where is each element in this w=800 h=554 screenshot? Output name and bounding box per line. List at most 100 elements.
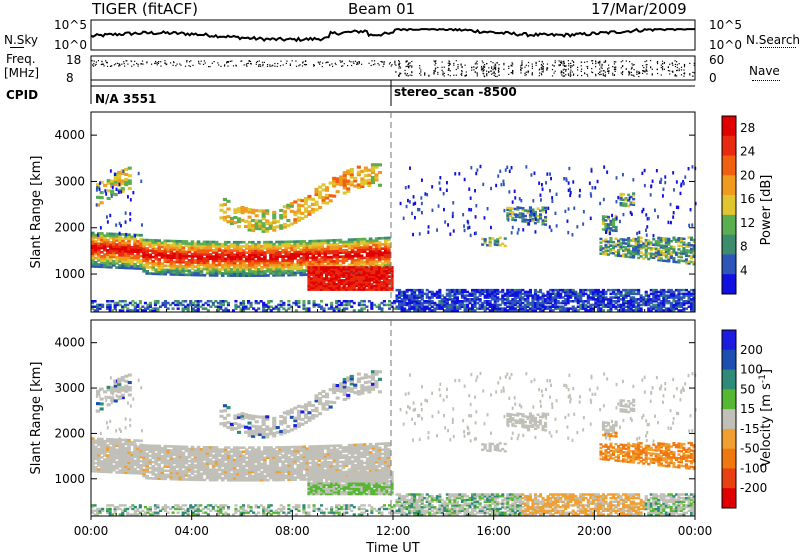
power-cell (521, 212, 525, 216)
power-cell (410, 305, 414, 308)
power-cell (591, 309, 595, 312)
power-cell (549, 296, 553, 299)
power-cell (254, 219, 259, 223)
power-cell (374, 253, 379, 257)
power-cell (612, 305, 616, 308)
freq-dot (570, 65, 572, 67)
power-cell (344, 269, 349, 273)
power-cell (403, 303, 407, 307)
power-cell (307, 282, 311, 286)
freq-dot (289, 63, 291, 65)
power-cell (518, 298, 522, 301)
freq-dot (676, 61, 678, 63)
power-cell (142, 240, 146, 244)
power-cell (323, 256, 328, 259)
power-cell (145, 263, 149, 267)
power-cell (157, 264, 161, 267)
power-cell (546, 292, 550, 296)
power-cell (340, 275, 344, 278)
freq-dot (567, 60, 569, 62)
power-cell (440, 298, 444, 301)
power-cell (403, 290, 407, 294)
power-cell (325, 196, 330, 200)
power-cell (272, 267, 276, 271)
power-cell (196, 303, 200, 307)
freq-dot (274, 62, 276, 65)
power-cell (151, 249, 155, 253)
power-cell (632, 296, 636, 299)
power-cell (325, 193, 330, 197)
power-cell (113, 193, 118, 197)
power-cell (175, 244, 180, 247)
power-cell (491, 292, 495, 296)
power-cell (151, 241, 155, 244)
freq-dot (302, 62, 304, 64)
power-cell (196, 244, 201, 248)
power-cell (564, 288, 568, 292)
freq-dot (554, 62, 556, 64)
power-cell (220, 251, 225, 254)
freq-dot (420, 71, 422, 73)
power-cell (491, 290, 495, 294)
power-cell (571, 233, 574, 237)
freq-dot (646, 66, 648, 68)
power-cell (142, 257, 146, 261)
power-cell (340, 303, 344, 307)
power-cell (606, 301, 610, 305)
power-cell (337, 309, 341, 312)
power-cell (413, 294, 417, 297)
power-cell (355, 288, 359, 291)
power-cell (169, 260, 174, 264)
power-cell (684, 249, 688, 252)
freq-dot (448, 69, 450, 71)
power-cell (513, 207, 517, 211)
power-cell (307, 212, 312, 216)
power-cell (264, 303, 268, 307)
power-cell (181, 269, 186, 272)
power-cell (362, 275, 366, 278)
power-cell (178, 240, 183, 243)
power-cell (657, 258, 661, 262)
power-cell (637, 247, 641, 250)
power-cell (627, 303, 631, 307)
freq-dot (503, 68, 505, 70)
power-cell (365, 305, 369, 308)
power-cell (94, 256, 98, 260)
power-cell (662, 252, 666, 255)
power-cell (211, 274, 216, 277)
power-cell (544, 208, 548, 211)
power-cell (296, 203, 301, 207)
power-cell (398, 294, 402, 297)
power-cell (302, 242, 306, 245)
freq-dot (603, 75, 605, 77)
power-cell (690, 300, 694, 303)
power-cell (239, 270, 243, 273)
freq-dot (542, 71, 544, 73)
power-cell (445, 188, 448, 192)
power-cell (175, 242, 180, 245)
power-cell (103, 257, 107, 260)
power-cell (549, 307, 553, 310)
power-cell (350, 266, 354, 269)
power-cell (120, 179, 125, 183)
freq-dot (553, 72, 555, 74)
freq-dot (608, 72, 610, 74)
power-cell (318, 185, 323, 189)
power-cell (118, 241, 122, 244)
freq-dot (656, 61, 658, 63)
power-cell (347, 253, 352, 256)
power-cell (400, 294, 404, 297)
power-cell (99, 181, 101, 185)
freq-dot (258, 64, 260, 66)
power-cell (667, 237, 671, 241)
freq-dot (551, 64, 554, 66)
power-cell (632, 250, 636, 254)
power-cell (692, 238, 696, 242)
power-cell (360, 180, 365, 184)
power-cell (374, 243, 379, 247)
power-cell (172, 241, 177, 245)
power-cell (356, 240, 361, 243)
power-cell (377, 288, 381, 291)
power-cell (296, 254, 300, 258)
freq-dot (595, 61, 597, 63)
